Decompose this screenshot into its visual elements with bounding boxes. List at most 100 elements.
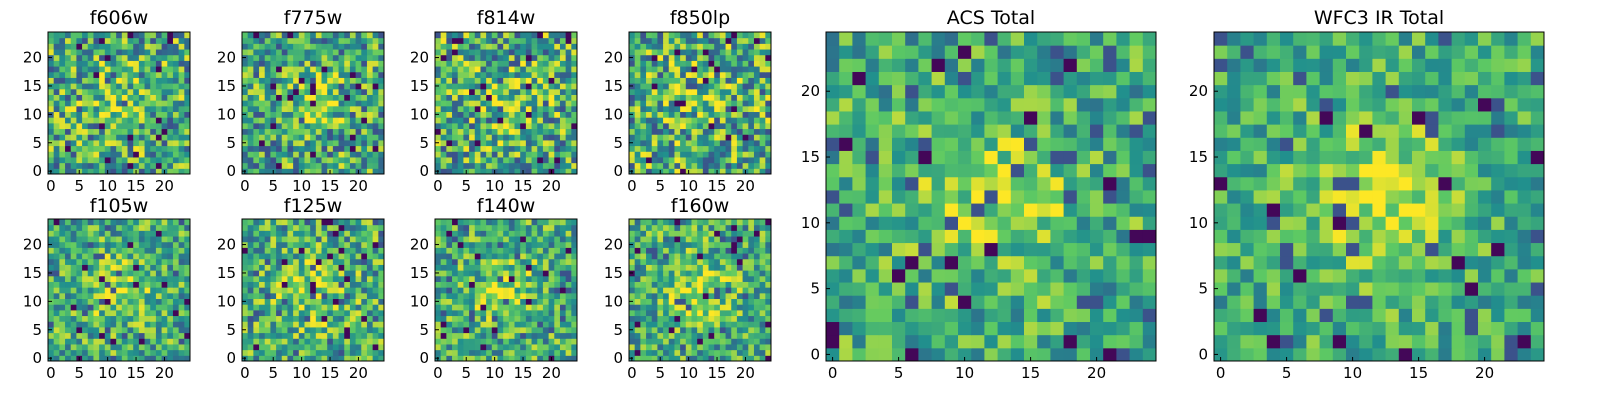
heatmap-cell — [691, 292, 698, 300]
heatmap-cell — [640, 134, 647, 141]
heatmap-cell — [133, 37, 140, 44]
heatmap-cell — [531, 247, 538, 254]
heatmap-cell — [714, 139, 721, 147]
heatmap-cell — [144, 230, 151, 237]
heatmap-cell — [440, 264, 447, 271]
heatmap-cell — [315, 321, 323, 328]
heatmap-cell — [680, 71, 687, 78]
heatmap-cell — [70, 139, 77, 147]
heatmap-cell — [520, 287, 527, 294]
heatmap-cell — [640, 270, 647, 277]
heatmap-cell — [315, 326, 323, 334]
heatmap-cell — [571, 43, 578, 50]
heatmap-cell — [674, 49, 681, 56]
heatmap-cell — [87, 134, 94, 141]
heatmap-cell — [344, 168, 351, 175]
heatmap-cell — [253, 332, 260, 339]
heatmap-cell — [138, 83, 146, 90]
heatmap-cell — [315, 83, 323, 90]
heatmap-cell — [104, 43, 111, 50]
heatmap-cell — [366, 151, 374, 158]
heatmap-cell — [253, 326, 260, 334]
heatmap-cell — [480, 321, 487, 328]
heatmap-cell — [144, 49, 151, 56]
heatmap-cell — [184, 281, 191, 288]
heatmap-cell — [304, 134, 311, 141]
heatmap-cell — [133, 111, 140, 118]
heatmap-cell — [355, 258, 362, 265]
heatmap-cell — [571, 343, 578, 351]
heatmap-cell — [640, 168, 647, 175]
heatmap-cell — [264, 230, 271, 237]
heatmap-cell — [446, 122, 453, 130]
heatmap-cell — [548, 94, 555, 101]
heatmap-cell — [253, 321, 260, 328]
heatmap-cell — [53, 298, 60, 305]
heatmap-cell — [349, 37, 357, 44]
heatmap-cell — [310, 60, 317, 67]
heatmap-cell — [565, 37, 572, 44]
heatmap-cell — [155, 230, 163, 237]
heatmap-cell — [99, 139, 106, 147]
heatmap-cell — [497, 304, 504, 311]
heatmap-cell — [663, 264, 670, 271]
heatmap-cell — [668, 332, 675, 339]
heatmap-cell — [742, 60, 749, 67]
heatmap-cell — [537, 230, 544, 237]
heatmap-cell — [361, 168, 368, 175]
heatmap-cell — [474, 71, 481, 78]
heatmap-cell — [508, 338, 516, 345]
heatmap-cell — [184, 37, 191, 44]
heatmap-cell — [338, 304, 345, 311]
heatmap-cell — [293, 83, 300, 90]
heatmap-cell — [121, 247, 129, 254]
heatmap-cell — [65, 309, 72, 317]
heatmap-cell — [76, 287, 83, 294]
heatmap-cell — [742, 49, 749, 56]
heatmap-cell — [116, 338, 123, 345]
heatmap-cell — [138, 162, 146, 169]
heatmap-cell — [121, 88, 129, 95]
heatmap-cell — [742, 281, 749, 288]
heatmap-cell — [725, 66, 732, 73]
heatmap-cell — [276, 71, 283, 78]
heatmap-cell — [366, 128, 374, 135]
heatmap-cell — [298, 43, 305, 50]
heatmap-cell — [121, 292, 129, 300]
heatmap-cell — [110, 37, 117, 44]
heatmap-cell — [133, 321, 140, 328]
heatmap-cell — [469, 32, 476, 39]
heatmap-cell — [554, 236, 561, 243]
heatmap-cell — [753, 326, 761, 334]
heatmap-cell — [321, 122, 328, 130]
heatmap-cell — [680, 43, 687, 50]
heatmap-cell — [725, 49, 732, 56]
heatmap-cell — [497, 60, 504, 67]
heatmap-cell — [491, 122, 498, 130]
heatmap-cell — [144, 122, 151, 130]
x-tick-label: 5 — [268, 177, 278, 195]
heatmap-cell — [457, 241, 464, 248]
heatmap-cell — [121, 355, 129, 362]
heatmap-cell — [469, 309, 476, 317]
heatmap-cell — [753, 54, 761, 61]
heatmap-cell — [691, 258, 698, 265]
heatmap-cell — [310, 66, 317, 73]
heatmap-cell — [116, 241, 123, 248]
heatmap-cell — [48, 66, 55, 73]
heatmap-cell — [474, 338, 481, 345]
heatmap-cell — [82, 332, 89, 339]
heatmap-cell — [281, 247, 288, 254]
heatmap-cell — [116, 349, 123, 356]
heatmap-cell — [344, 321, 351, 328]
heatmap-cell — [525, 264, 533, 271]
heatmap-cell — [736, 156, 744, 164]
heatmap-cell — [531, 332, 538, 339]
heatmap-cell — [315, 134, 323, 141]
heatmap-cell — [457, 49, 464, 56]
heatmap-cell — [281, 77, 288, 84]
heatmap-cell — [497, 292, 504, 300]
heatmap-cell — [259, 298, 266, 305]
heatmap-cell — [304, 60, 311, 67]
